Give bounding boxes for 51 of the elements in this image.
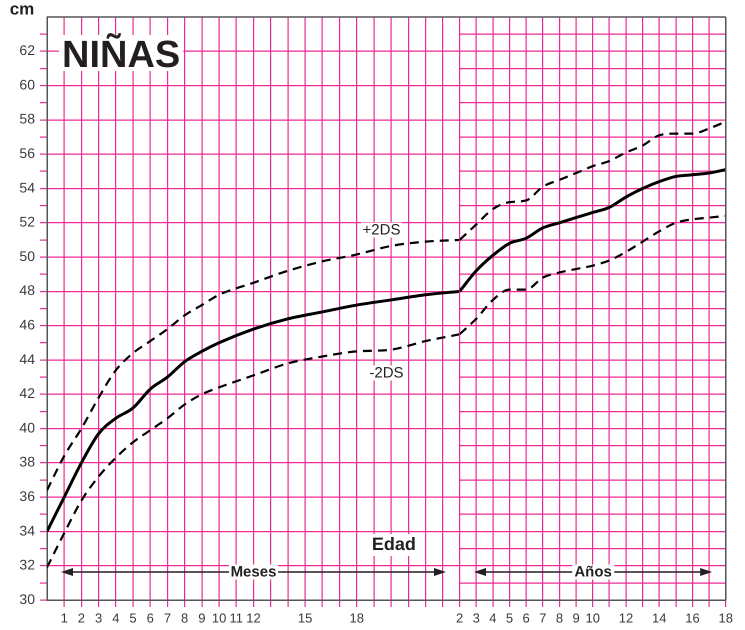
- x-tick-label: 8: [181, 610, 188, 626]
- y-tick-label: 52: [19, 214, 36, 230]
- x-tick-label: 1: [60, 610, 68, 626]
- x-tick-label: 14: [652, 610, 667, 626]
- x-tick-label: 18: [350, 610, 364, 626]
- x-tick-label: 5: [129, 610, 137, 626]
- y-tick-label: 36: [19, 488, 36, 504]
- x-axis-title: Edad: [372, 534, 416, 554]
- annotation: +2DS: [360, 221, 402, 238]
- x-tick-label: 10: [212, 610, 226, 626]
- y-axis-title: cm: [10, 0, 34, 19]
- y-tick-label: 34: [19, 522, 36, 538]
- y-tick-label: 54: [19, 179, 36, 196]
- y-tick-label: 56: [19, 145, 36, 162]
- y-tick-label: 44: [19, 350, 36, 367]
- chart-title: NIÑAS: [62, 33, 180, 76]
- x-tick-label: 9: [198, 610, 206, 626]
- y-tick-label: 30: [19, 590, 36, 607]
- x-tick-label: 15: [298, 610, 312, 626]
- y-tick-label: 60: [19, 76, 36, 92]
- x-tick-label: 7: [164, 610, 172, 626]
- x-tick-label: 10: [586, 610, 600, 626]
- x-tick-label: 2: [456, 610, 464, 626]
- y-tick-label: 58: [19, 110, 36, 127]
- x-tick-label: 6: [146, 610, 154, 626]
- x-tick-label: 16: [686, 610, 700, 626]
- x-tick-label: 7: [540, 610, 547, 626]
- x-tick-label: 2: [78, 610, 86, 626]
- x-tick-label: 12: [619, 610, 634, 626]
- y-tick-label: 46: [19, 316, 36, 333]
- x-tick-label: 9: [572, 610, 580, 626]
- x-tick-label: 4: [112, 610, 120, 626]
- y-tick-label: 32: [19, 556, 36, 573]
- annotation: Meses: [228, 564, 278, 580]
- x-tick-label: 18: [718, 610, 734, 626]
- y-tick-label: 38: [19, 454, 36, 470]
- x-tick-label: 11: [230, 610, 244, 626]
- x-tick-label: 5: [506, 610, 514, 626]
- y-tick-label: 50: [19, 248, 36, 264]
- x-tick-label: 3: [473, 610, 480, 626]
- x-tick-label: 12: [246, 610, 261, 626]
- x-tick-label: 4: [490, 610, 497, 626]
- y-tick-label: 40: [19, 419, 36, 436]
- annotation: -2DS: [367, 364, 406, 382]
- y-tick-label: 62: [19, 42, 36, 58]
- x-tick-label: 3: [95, 610, 102, 626]
- x-tick-label: 8: [556, 610, 564, 626]
- y-tick-label: 48: [19, 282, 36, 298]
- annotation: Años: [572, 564, 614, 580]
- y-tick-label: 42: [19, 385, 36, 402]
- x-tick-label: 6: [522, 610, 530, 626]
